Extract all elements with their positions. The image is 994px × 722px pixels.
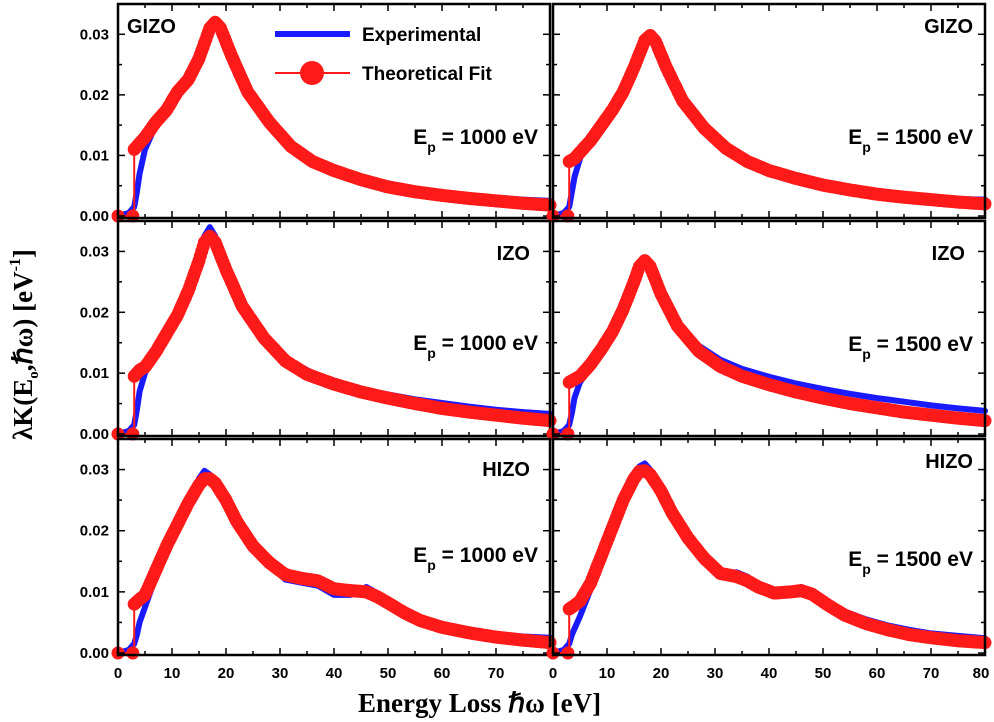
y-tick-label: 0.03 (80, 243, 109, 260)
panel-hizo-1500: HIZO Ep = 1500 eV (546, 437, 992, 660)
theoretical-fit-point (126, 646, 140, 660)
x-tick-label: 40 (761, 665, 778, 682)
x-tick-label: 60 (434, 665, 451, 682)
y-tick-label: 0.03 (80, 26, 109, 43)
panel-gizo-1500: GIZO Ep = 1500 eV (546, 2, 992, 223)
x-tick-label: 10 (599, 665, 616, 682)
panel-material-label: GIZO (924, 16, 973, 38)
x-tick-label: 80 (973, 665, 990, 682)
legend-experimental-label: Experimental (362, 25, 481, 46)
panel-material-label: HIZO (925, 451, 973, 473)
legend: Experimental Theoretical Fit (275, 25, 493, 85)
panel-ep-label: Ep = 1500 eV (848, 333, 973, 362)
y-tick-label: 0.01 (80, 584, 109, 601)
x-tick-label: 20 (653, 665, 670, 682)
tick-labels: 0.00 0.01 0.02 0.03 0.00 0.01 0.02 0.03 0.00 0.01… (80, 26, 990, 682)
x-tick-label: 50 (815, 665, 832, 682)
panel-ep-label: Ep = 1500 eV (848, 548, 973, 577)
panel-ep-label: Ep = 1000 eV (413, 332, 538, 361)
x-tick-label: 70 (923, 665, 940, 682)
x-tick-label: 20 (218, 665, 235, 682)
panel-ep-label: Ep = 1000 eV (413, 544, 538, 573)
x-tick-label: 30 (707, 665, 724, 682)
y-tick-label: 0.00 (80, 426, 109, 443)
y-tick-label: 0.00 (80, 208, 109, 225)
panel-frame (551, 437, 987, 657)
panel-material-label: GIZO (127, 16, 176, 38)
theoretical-fit-markers (546, 29, 992, 223)
legend-fit-label: Theoretical Fit (362, 64, 493, 85)
x-tick-label: 60 (869, 665, 886, 682)
theoretical-fit-markers (111, 229, 557, 441)
panel-hizo-1000: HIZO Ep = 1000 eV (111, 437, 557, 660)
panel-material-label: IZO (497, 243, 530, 265)
panel-material-label: HIZO (482, 459, 530, 481)
x-axis-title: Energy Loss ℏω [eV] (358, 688, 601, 718)
y-tick-label: 0.00 (80, 645, 109, 662)
y-tick-label: 0.02 (80, 304, 109, 321)
theoretical-fit-markers (546, 254, 992, 441)
y-axis-title: λK(Eo,ℏω) [eV-1] (7, 249, 42, 440)
x-tick-label: 0 (549, 665, 557, 682)
x-tick-label: 50 (380, 665, 397, 682)
theoretical-fit-markers (111, 15, 557, 223)
legend-fit-marker (300, 61, 324, 85)
theoretical-fit-point (561, 646, 575, 660)
panel-izo-1500: IZO Ep = 1500 eV (546, 219, 992, 441)
y-tick-label: 0.02 (80, 87, 109, 104)
y-tick-label: 0.01 (80, 365, 109, 382)
panel-material-label: IZO (932, 243, 965, 265)
panel-ep-label: Ep = 1000 eV (413, 126, 538, 155)
experimental-series-line (115, 224, 553, 437)
y-tick-label: 0.01 (80, 147, 109, 164)
x-tick-label: 40 (326, 665, 343, 682)
x-tick-label: 10 (164, 665, 181, 682)
panel-ep-label: Ep = 1500 eV (848, 126, 973, 155)
panel-izo-1000: IZO Ep = 1000 eV (111, 219, 557, 441)
y-tick-label: 0.03 (80, 462, 109, 479)
y-tick-label: 0.02 (80, 523, 109, 540)
theoretical-fit-line (118, 20, 551, 217)
theoretical-fit-markers (111, 472, 557, 660)
x-tick-label: 0 (114, 665, 122, 682)
experimental-series-line (115, 19, 553, 219)
panel-grid: GIZO Ep = 1000 eV GIZO Ep = 1500 eV IZO Ep = … (111, 2, 992, 660)
panel-gizo-1000: GIZO Ep = 1000 eV (111, 2, 557, 223)
x-tick-label: 30 (272, 665, 289, 682)
x-tick-label: 70 (488, 665, 505, 682)
theoretical-fit-markers (546, 464, 992, 660)
panel-frame (116, 219, 552, 438)
